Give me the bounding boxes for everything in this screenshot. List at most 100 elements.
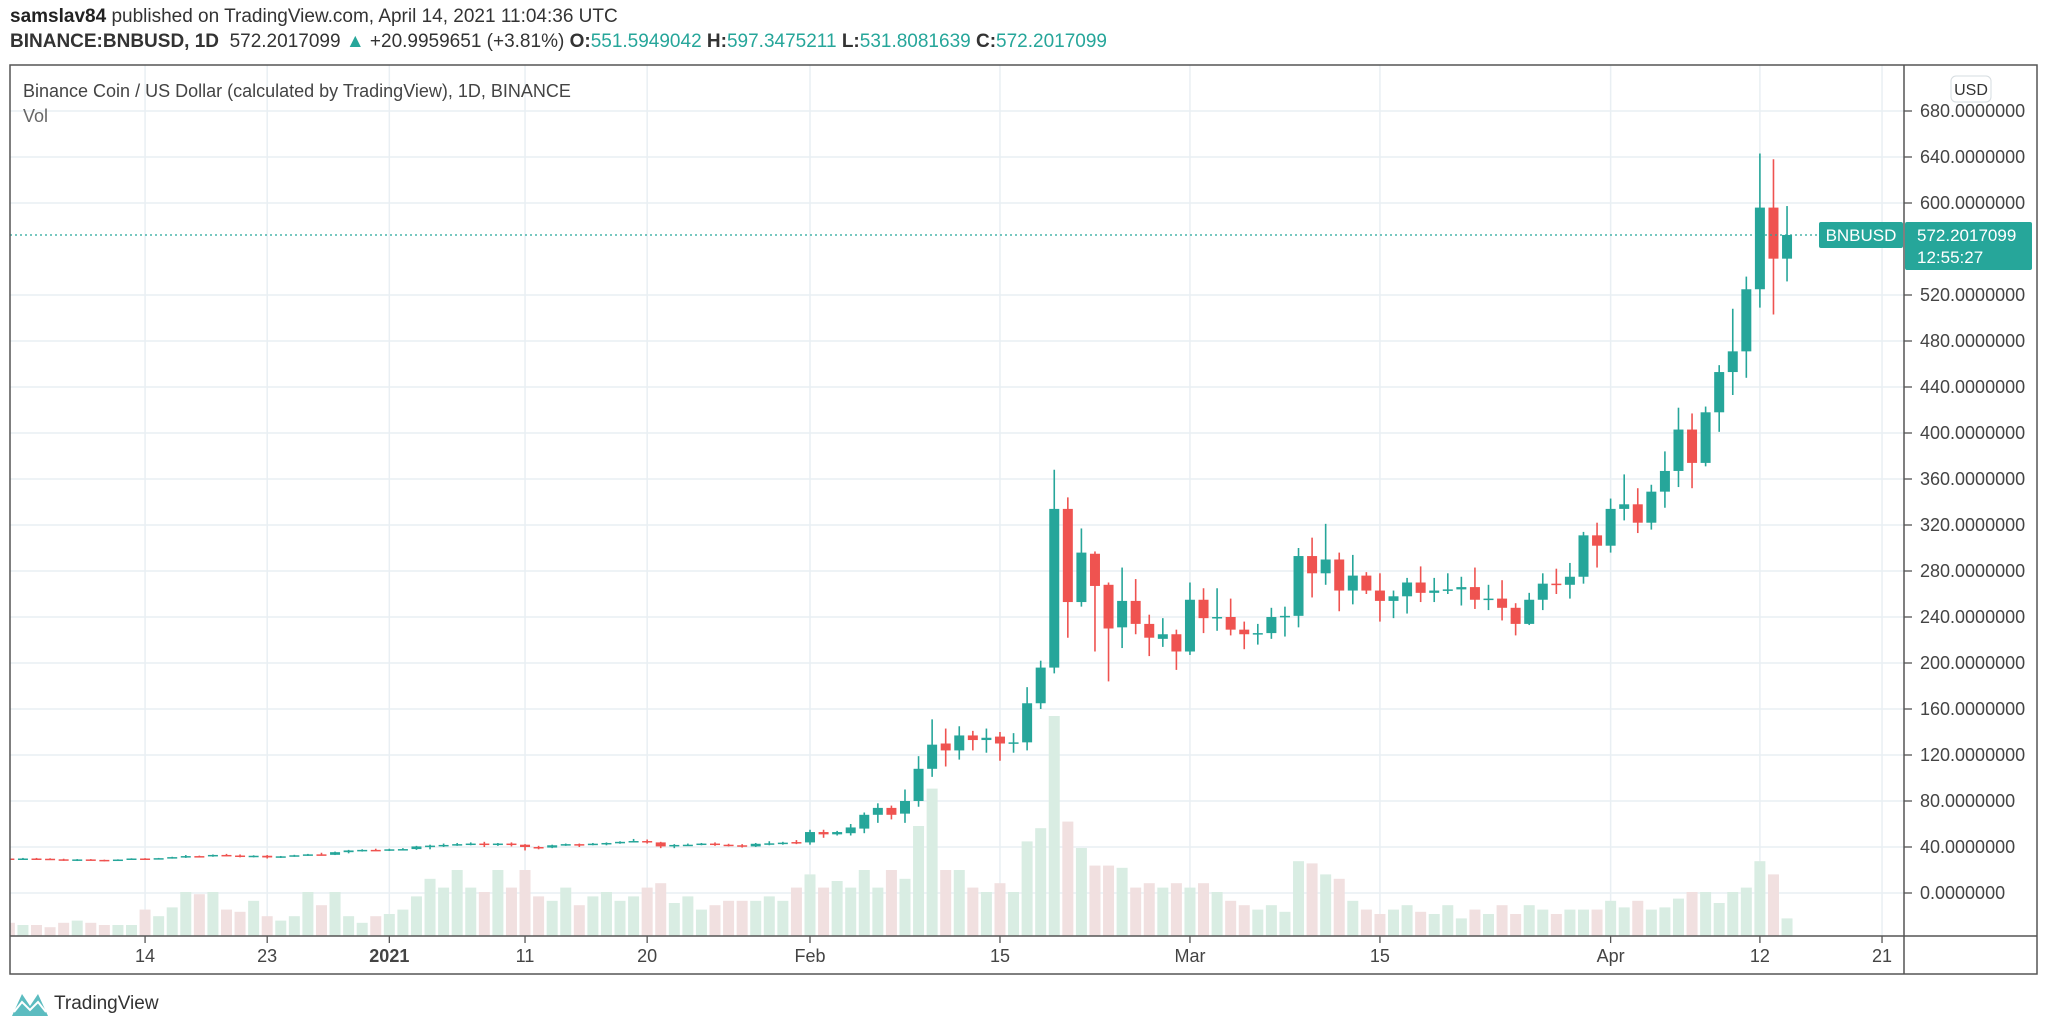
volume-bar bbox=[1062, 821, 1074, 936]
low-label: L: bbox=[841, 31, 860, 52]
publish-info: samslav84 published on TradingView.com, … bbox=[10, 6, 618, 28]
volume-bar bbox=[1428, 914, 1440, 936]
volume-bar bbox=[1374, 914, 1386, 936]
y-tick-label: 280.0000000 bbox=[1920, 561, 2025, 581]
volume-bar bbox=[1727, 892, 1739, 936]
price-axis[interactable]: 680.0000000 640.0000000 600.0000000 520.000… bbox=[1904, 101, 2025, 903]
candle-body bbox=[560, 844, 571, 846]
volume-bar bbox=[1184, 887, 1196, 936]
last-price-tag bbox=[1905, 221, 2032, 270]
volume-bar bbox=[424, 878, 436, 936]
candle-body bbox=[479, 843, 490, 846]
candle-body bbox=[31, 858, 42, 860]
up-arrow-icon: ▲ bbox=[345, 31, 365, 52]
volume-bar bbox=[1591, 909, 1603, 936]
candle-body bbox=[832, 832, 843, 835]
candle-body bbox=[818, 832, 829, 835]
series-legend-title[interactable]: Binance Coin / US Dollar (calculated by … bbox=[23, 81, 571, 101]
candle-body bbox=[1374, 590, 1385, 601]
candle-body bbox=[1252, 633, 1263, 635]
tradingview-logo[interactable]: TradingView bbox=[10, 990, 159, 1018]
candle-body bbox=[1388, 596, 1399, 601]
volume-bar bbox=[1021, 841, 1033, 936]
candle-body bbox=[1225, 617, 1236, 630]
candle-body bbox=[153, 858, 164, 860]
volume-bar bbox=[1496, 905, 1508, 936]
candle-body bbox=[1035, 667, 1046, 704]
candle-body bbox=[587, 843, 598, 846]
volume-bar bbox=[1618, 907, 1630, 936]
x-tick-label: 21 bbox=[1872, 946, 1892, 966]
candle-body bbox=[316, 854, 327, 856]
volume-bar bbox=[17, 925, 29, 936]
candle-body bbox=[289, 855, 300, 857]
y-tick-label: 240.0000000 bbox=[1920, 607, 2025, 627]
candle-body bbox=[1754, 207, 1765, 290]
volume-bar bbox=[180, 892, 192, 936]
candle-body bbox=[1171, 634, 1182, 652]
volume-bar bbox=[628, 896, 640, 936]
volume-bar bbox=[126, 925, 137, 936]
volume-bar bbox=[1605, 900, 1617, 936]
candle-body bbox=[452, 844, 463, 846]
volume-bar bbox=[220, 909, 232, 936]
candle-body bbox=[1497, 598, 1508, 608]
time-axis[interactable]: 14 23 2021 11 20 Feb 15 Mar 15 Apr 12 21 bbox=[135, 936, 1892, 966]
candle-body bbox=[465, 843, 476, 846]
candle-body bbox=[85, 859, 96, 861]
candle-body bbox=[655, 842, 666, 847]
volume-bar bbox=[370, 916, 382, 936]
volume-bar bbox=[1550, 914, 1562, 936]
volume-bar bbox=[1645, 909, 1657, 936]
volume-bar bbox=[1469, 909, 1481, 936]
y-tick-label: 80.0000000 bbox=[1920, 791, 2015, 811]
volume-bar bbox=[655, 883, 667, 936]
candle-body bbox=[967, 735, 978, 741]
volume-legend[interactable]: Vol bbox=[23, 106, 49, 126]
volume-bar bbox=[438, 887, 450, 936]
candle-body bbox=[1605, 508, 1616, 546]
candle-body bbox=[628, 841, 639, 843]
volume-bar bbox=[1360, 909, 1372, 936]
volume-bar bbox=[85, 922, 97, 936]
candle-body bbox=[1782, 234, 1793, 259]
candle-body bbox=[777, 842, 788, 845]
candle-body bbox=[1646, 491, 1657, 523]
candle-body bbox=[262, 855, 273, 858]
candle-body bbox=[1320, 559, 1331, 574]
candle-body bbox=[194, 856, 205, 858]
y-tick-label: 200.0000000 bbox=[1920, 653, 2025, 673]
candle-body bbox=[1266, 617, 1277, 634]
candle-body bbox=[343, 850, 354, 853]
volume-bar bbox=[1320, 874, 1332, 936]
volume-bar bbox=[1672, 898, 1684, 936]
candle-body bbox=[1049, 508, 1060, 668]
candle-body bbox=[1469, 587, 1480, 600]
candle-body bbox=[1768, 207, 1779, 259]
candle-body bbox=[994, 736, 1005, 744]
volume-bar bbox=[1415, 911, 1427, 936]
candle-body bbox=[1307, 556, 1318, 574]
volume-bar bbox=[872, 887, 884, 936]
x-tick-label: Feb bbox=[794, 946, 825, 966]
volume-bar bbox=[71, 920, 83, 936]
candle-body bbox=[207, 854, 218, 857]
candle-body bbox=[1062, 508, 1073, 603]
y-tick-label: 40.0000000 bbox=[1920, 837, 2015, 857]
grid bbox=[10, 65, 1904, 936]
volume-bar bbox=[1713, 903, 1725, 936]
candle-body bbox=[58, 859, 69, 861]
volume-bar bbox=[1333, 878, 1345, 936]
candle-body bbox=[370, 849, 381, 852]
x-tick-label: 20 bbox=[637, 946, 657, 966]
candle-body bbox=[954, 735, 965, 751]
tradingview-logo-text: TradingView bbox=[54, 993, 159, 1014]
volume-bar bbox=[804, 874, 816, 936]
candle-body bbox=[1592, 535, 1603, 546]
currency-box[interactable] bbox=[1950, 75, 1992, 103]
candle-body bbox=[126, 858, 137, 860]
last-price-tag-value: 572.2017099 bbox=[1917, 226, 2016, 245]
candle-body bbox=[1402, 582, 1413, 597]
x-tick-label: 2021 bbox=[369, 946, 409, 966]
